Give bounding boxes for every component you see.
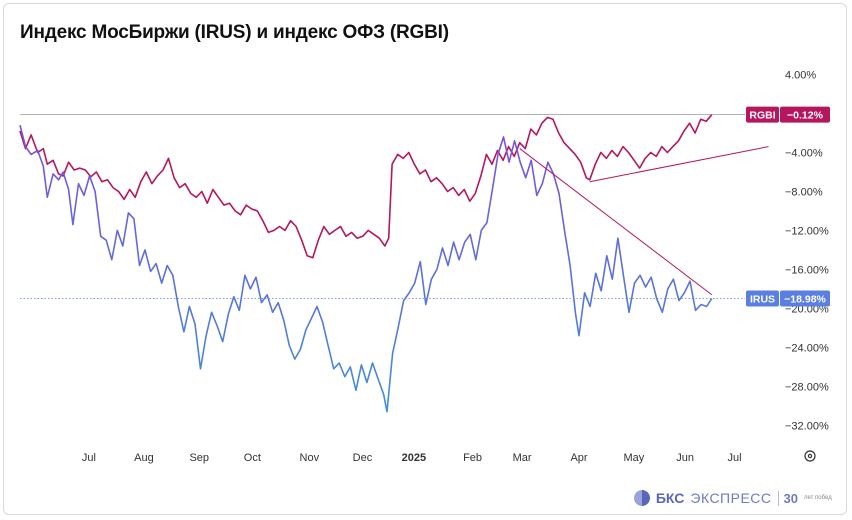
logo-name: ЭКСПРЕСС [690, 490, 772, 506]
x-tick-label: Sep [189, 452, 209, 464]
x-tick-label: Aug [134, 452, 154, 464]
badge-last-value: −18.98% [784, 293, 826, 305]
value-badges: RGBI −0.12% IRUS −18.98% [746, 106, 830, 307]
y-tick-label: −32.00% [785, 420, 829, 432]
x-tick-label: 2025 [402, 452, 426, 464]
trendline-irus [519, 148, 713, 296]
y-tick-label: −8.00% [785, 186, 823, 198]
settings-icon[interactable] [804, 450, 816, 462]
series-line-rgbi [19, 114, 713, 259]
logo-years: 30 [777, 490, 798, 506]
chart-frame [3, 3, 847, 515]
axes: 4.00%−4.00%−8.00%−12.00%−16.00%−20.00%−2… [82, 69, 829, 464]
y-tick-label: −12.00% [785, 225, 829, 237]
y-tick-label: 4.00% [785, 69, 816, 81]
x-tick-label: May [623, 452, 644, 464]
y-tick-label: −24.00% [785, 342, 829, 354]
badge-series-name: RGBI [749, 110, 775, 122]
x-tick-label: Nov [300, 452, 320, 464]
x-tick-label: Jul [728, 452, 742, 464]
badge-last-value: −0.12% [787, 110, 824, 122]
x-tick-label: Dec [353, 452, 373, 464]
x-tick-label: Mar [513, 452, 532, 464]
x-tick-label: Jun [676, 452, 694, 464]
badge-irus: IRUS −18.98% [746, 290, 830, 307]
logo-brand: БКС [655, 490, 685, 506]
trendlines [519, 146, 769, 296]
bcs-logo-icon [633, 490, 650, 506]
brand-logo: БКС ЭКСПРЕСС 30 лет побед [633, 490, 832, 506]
reference-lines [20, 114, 745, 299]
x-tick-label: Jul [82, 452, 96, 464]
y-tick-label: −28.00% [785, 381, 829, 393]
y-tick-label: −16.00% [785, 264, 829, 276]
badge-series-name: IRUS [750, 293, 775, 305]
y-tick-label: −4.00% [785, 147, 823, 159]
chart-title: Индекс МосБиржи (IRUS) и индекс ОФЗ (RGB… [20, 22, 449, 43]
logo-tagline: лет побед [804, 495, 832, 501]
x-tick-label: Apr [570, 452, 587, 464]
series-line-irus [19, 125, 713, 413]
trendline-rgbi [589, 146, 769, 183]
x-tick-label: Feb [463, 452, 482, 464]
x-tick-label: Oct [244, 452, 261, 464]
badge-rgbi: RGBI −0.12% [746, 106, 830, 123]
series-group [19, 114, 713, 413]
